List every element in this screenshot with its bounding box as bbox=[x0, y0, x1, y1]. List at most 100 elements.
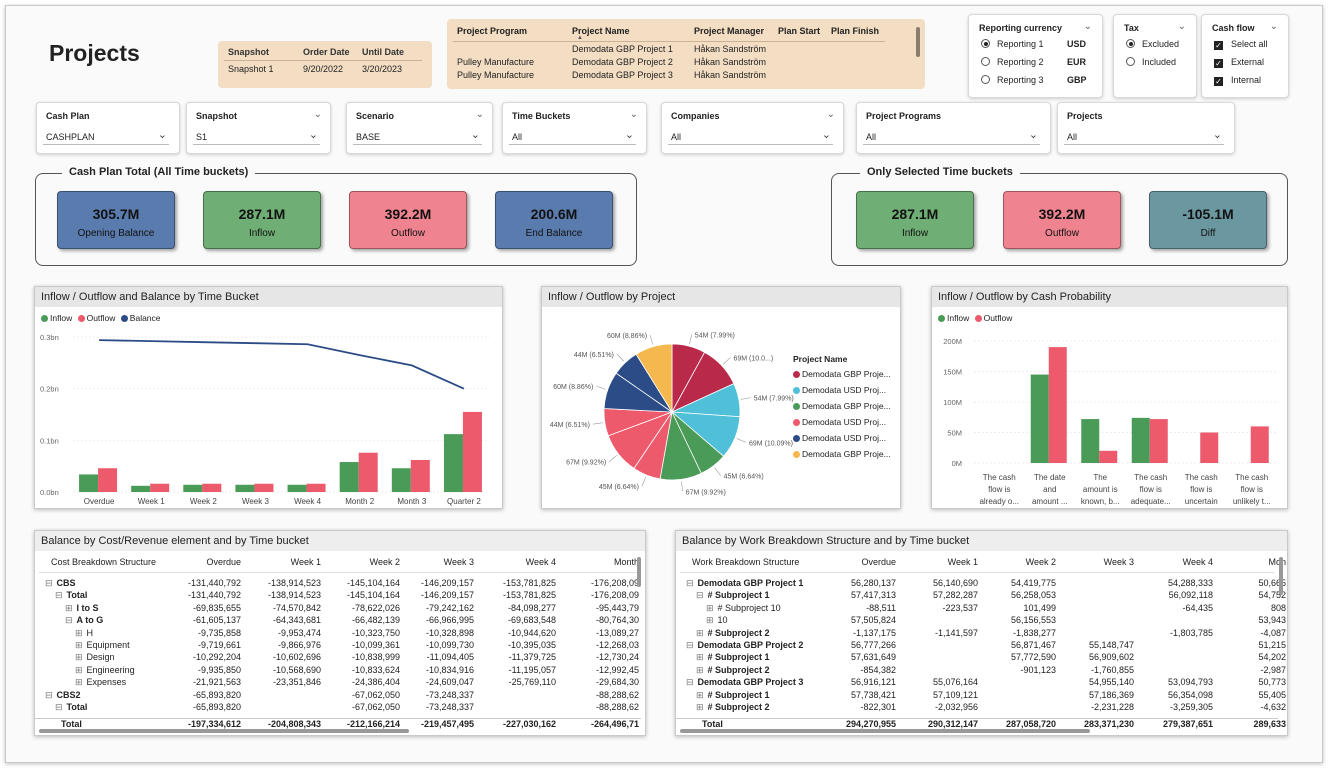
project-table[interactable]: Project Program Project Name Project Man… bbox=[447, 19, 925, 89]
column-header[interactable]: Project Program bbox=[457, 26, 528, 36]
filter-snapshot: Snapshot ⌄ S1 ⌄ bbox=[186, 102, 331, 154]
table-row[interactable]: ⊞ # Subproject 1 57,631,649 57,772,590 56,90… bbox=[676, 652, 1286, 664]
column-header[interactable]: Plan Finish bbox=[831, 26, 880, 36]
filter-dropdown[interactable]: BASE ⌄ bbox=[353, 126, 482, 145]
chevron-down-icon[interactable]: ⌄ bbox=[313, 109, 322, 120]
filter-dropdown[interactable]: S1 ⌄ bbox=[193, 126, 320, 145]
row-header: ⊞ 10 bbox=[706, 615, 728, 626]
expand-icon[interactable]: ⊞ bbox=[706, 615, 714, 626]
collapse-icon[interactable]: ⊟ bbox=[55, 702, 63, 712]
chevron-down-icon[interactable]: ⌄ bbox=[629, 109, 638, 120]
radio-option[interactable]: Reporting 3 GBP bbox=[981, 75, 1096, 85]
table-row[interactable]: ⊞ I to S -69,835,655 -74,570,842 -78,622,026… bbox=[35, 603, 641, 615]
legend-item[interactable]: Demodata GBP Proje... bbox=[793, 369, 891, 379]
cost-breakdown-matrix[interactable]: Cost Breakdown Structure Overdue Week 1 Wee… bbox=[35, 553, 641, 733]
table-row[interactable]: ⊟ CBS2 -65,893,820 -67,062,050 -73,248,337 -8… bbox=[35, 690, 641, 702]
table-row[interactable]: ⊟ # Subproject 1 57,417,313 57,282,287 56,25… bbox=[676, 590, 1286, 602]
collapse-icon[interactable]: ⊟ bbox=[55, 590, 63, 601]
table-cell: -9,719,661 bbox=[197, 640, 241, 650]
chart-title: Inflow / Outflow by Project bbox=[542, 287, 900, 307]
table-row[interactable]: ⊞ # Subproject 1 57,738,421 57,109,121 57,18… bbox=[676, 689, 1286, 702]
table-row[interactable]: ⊟ Demodata GBP Project 1 56,280,137 56,140,… bbox=[676, 578, 1286, 590]
collapse-icon[interactable]: ⊟ bbox=[65, 615, 73, 626]
expand-icon[interactable]: ⊞ bbox=[696, 689, 704, 700]
table-row[interactable]: ⊟ Demodata GBP Project 3 56,916,121 55,076,… bbox=[676, 677, 1286, 689]
table-row[interactable]: ⊞ Expenses -21,921,563 -23,351,846 -24,386,4… bbox=[35, 677, 641, 689]
table-row[interactable]: ⊞ # Subproject 2 -854,382 -901,123 -1,760,85… bbox=[676, 664, 1286, 677]
x-tick-label: The date bbox=[1034, 473, 1066, 482]
checkbox-option[interactable]: ✓ Internal bbox=[1214, 75, 1261, 86]
chevron-down-icon[interactable]: ⌄ bbox=[1269, 21, 1278, 32]
horizontal-scrollbar[interactable] bbox=[680, 729, 1090, 733]
checkbox-option[interactable]: ✓ External bbox=[1214, 57, 1264, 68]
chevron-down-icon[interactable]: ⌄ bbox=[826, 109, 835, 120]
radio-option[interactable]: Reporting 1 USD bbox=[981, 39, 1096, 49]
filter-dropdown[interactable]: All ⌄ bbox=[668, 126, 833, 145]
collapse-icon[interactable]: ⊟ bbox=[686, 677, 694, 688]
table-row[interactable]: ⊟ Total -65,893,820 -67,062,050 -73,248,337 -… bbox=[35, 702, 641, 714]
expand-icon[interactable]: ⊞ bbox=[696, 664, 704, 675]
legend-item[interactable]: Demodata GBP Proje... bbox=[793, 449, 891, 459]
radio-option[interactable]: Reporting 2 EUR bbox=[981, 57, 1096, 67]
legend-item[interactable]: Demodata USD Proj... bbox=[793, 417, 891, 427]
vertical-scrollbar[interactable] bbox=[916, 27, 920, 57]
collapse-icon[interactable]: ⊟ bbox=[45, 689, 53, 700]
table-row[interactable]: ⊟ A to G -61,605,137 -64,343,681 -66,482,139… bbox=[35, 615, 641, 627]
collapse-icon[interactable]: ⊟ bbox=[686, 578, 694, 588]
expand-icon[interactable]: ⊞ bbox=[75, 640, 83, 650]
table-row[interactable]: ⊞ # Subproject 2 -1,137,175 -1,141,597 -1,83… bbox=[676, 627, 1286, 640]
expand-icon[interactable]: ⊞ bbox=[696, 702, 704, 712]
checkbox-option[interactable]: ✓ Select all bbox=[1214, 39, 1268, 50]
column-header[interactable]: Project Name bbox=[572, 26, 630, 36]
expand-icon[interactable]: ⊞ bbox=[75, 627, 83, 638]
table-cell: 290,312,147 bbox=[927, 719, 978, 729]
filter-dropdown[interactable]: All ⌄ bbox=[863, 126, 1040, 145]
legend-item[interactable]: Demodata GBP Proje... bbox=[793, 401, 891, 411]
radio-option[interactable]: Included bbox=[1126, 57, 1176, 67]
legend-marker bbox=[77, 315, 85, 322]
leader-line bbox=[596, 385, 606, 390]
chevron-down-icon[interactable]: ⌄ bbox=[475, 109, 484, 120]
row-header: ⊞ I to S bbox=[65, 603, 99, 614]
table-cell: -11,094,405 bbox=[426, 652, 474, 663]
table-row[interactable]: ⊟ CBS -131,440,792 -138,914,523 -145,104,164… bbox=[35, 578, 641, 590]
table-row[interactable]: ⊞ H -9,735,858 -9,953,474 -10,323,750 -10,328… bbox=[35, 628, 641, 640]
column-header[interactable]: Project Manager bbox=[694, 26, 765, 36]
expand-icon[interactable]: ⊞ bbox=[75, 677, 83, 688]
legend-item[interactable]: Demodata USD Proj... bbox=[793, 433, 891, 443]
table-row[interactable]: ⊟ Demodata GBP Project 2 56,777,266 56,871,… bbox=[676, 640, 1286, 652]
expand-icon[interactable]: ⊞ bbox=[65, 602, 73, 613]
table-row[interactable]: ⊞ Engineering -9,935,850 -10,568,690 -10,833… bbox=[35, 665, 641, 677]
table-cell: 283,371,230 bbox=[1083, 719, 1134, 729]
table-row[interactable]: ⊞ Design -10,292,204 -10,602,696 -10,838,999… bbox=[35, 652, 641, 664]
horizontal-scrollbar[interactable] bbox=[39, 729, 409, 733]
filter-dropdown[interactable]: CASHPLAN ⌄ bbox=[43, 126, 169, 145]
table-row[interactable]: ⊞ # Subproject 2 -822,301 -2,032,956 -2,231,… bbox=[676, 702, 1286, 714]
chevron-down-icon[interactable]: ⌄ bbox=[1083, 21, 1092, 32]
expand-icon[interactable]: ⊞ bbox=[75, 652, 83, 663]
column-header[interactable]: Plan Start bbox=[778, 26, 821, 36]
table-row[interactable]: ⊞ # Subproject 10 -88,511 -223,537 101,499 -6… bbox=[676, 602, 1286, 615]
collapse-icon[interactable]: ⊟ bbox=[696, 590, 704, 601]
option-label: Reporting 1 bbox=[997, 39, 1044, 49]
chevron-down-icon[interactable]: ⌄ bbox=[1177, 21, 1186, 32]
vertical-scrollbar[interactable] bbox=[1279, 557, 1283, 595]
expand-icon[interactable]: ⊞ bbox=[696, 627, 704, 638]
filter-dropdown[interactable]: All ⌄ bbox=[1064, 126, 1224, 145]
table-row[interactable]: ⊟ Total -131,440,792 -138,914,523 -145,104,1… bbox=[35, 590, 641, 602]
kpi-value: -105.1M bbox=[1182, 206, 1234, 222]
collapse-icon[interactable]: ⊟ bbox=[686, 640, 694, 650]
collapse-icon[interactable]: ⊟ bbox=[45, 578, 53, 588]
table-row[interactable]: ⊞ 10 57,505,824 56,156,553 53,943 bbox=[676, 615, 1286, 627]
row-header: ⊞ Expenses bbox=[75, 677, 126, 688]
expand-icon[interactable]: ⊞ bbox=[75, 664, 83, 675]
y-tick-label: 150M bbox=[943, 368, 962, 377]
legend-item[interactable]: Demodata USD Proj... bbox=[793, 385, 891, 395]
radio-option[interactable]: Excluded bbox=[1126, 39, 1179, 49]
filter-dropdown[interactable]: All ⌄ bbox=[509, 126, 636, 145]
expand-icon[interactable]: ⊞ bbox=[696, 652, 704, 663]
table-row[interactable]: ⊞ Equipment -9,719,661 -9,866,976 -10,099,36… bbox=[35, 640, 641, 652]
expand-icon[interactable]: ⊞ bbox=[706, 602, 714, 613]
vertical-scrollbar[interactable] bbox=[637, 557, 641, 587]
wbs-matrix[interactable]: Work Breakdown Structure Overdue Week 1 Wee… bbox=[676, 553, 1286, 733]
